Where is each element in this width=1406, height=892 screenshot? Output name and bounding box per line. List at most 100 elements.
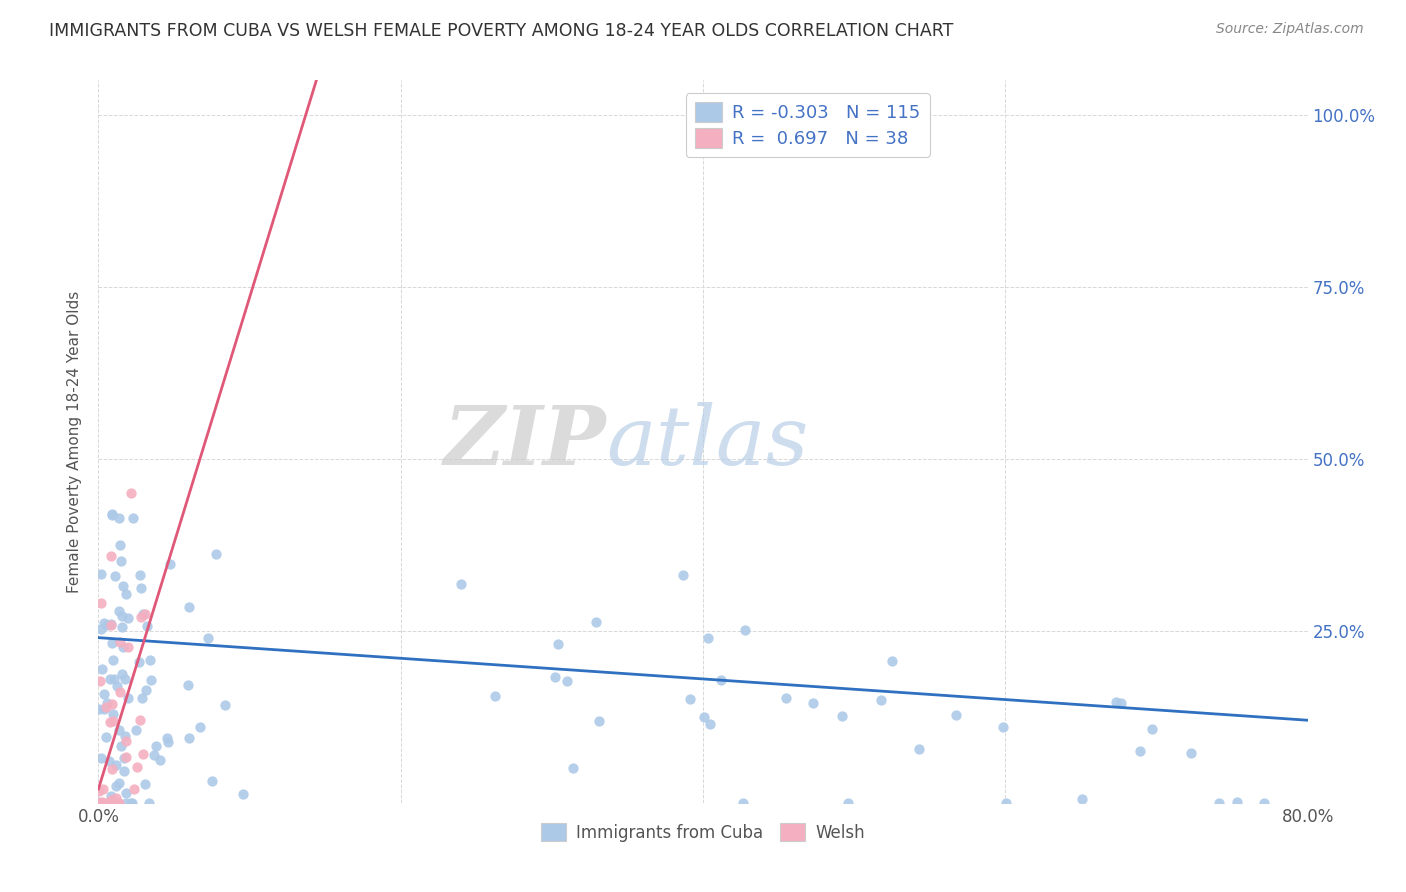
Point [831,709,853,723]
Point [111,608,134,623]
Point [129,713,152,727]
Point [837,796,859,810]
Point [112,764,135,778]
Point [90,566,112,581]
Point [100,617,122,632]
Point [100,789,122,803]
Text: IMMIGRANTS FROM CUBA VS WELSH FEMALE POVERTY AMONG 18-24 YEAR OLDS CORRELATION C: IMMIGRANTS FROM CUBA VS WELSH FEMALE POV… [49,22,953,40]
Point [232,787,254,801]
Point [121,796,143,810]
Point [679,692,702,706]
Point [699,717,721,731]
Point [104,568,127,582]
Point [98,673,121,687]
Point [544,670,567,684]
Point [87,784,110,798]
Point [101,714,124,728]
Text: ZIP: ZIP [444,401,606,482]
Point [114,729,136,743]
Point [115,750,138,764]
Point [1109,697,1132,711]
Point [135,682,157,697]
Point [132,607,155,621]
Point [1140,722,1163,736]
Point [117,690,139,705]
Point [692,709,714,723]
Point [107,604,129,618]
Point [111,579,134,593]
Point [104,796,127,810]
Point [110,538,132,552]
Legend: Immigrants from Cuba, Welsh: Immigrants from Cuba, Welsh [534,817,872,848]
Point [733,796,755,810]
Point [90,596,112,610]
Point [138,796,160,810]
Point [101,507,124,521]
Point [105,679,128,693]
Point [105,791,128,805]
Point [110,554,132,568]
Point [710,673,733,687]
Point [177,677,200,691]
Point [89,702,111,716]
Point [1180,746,1202,760]
Point [100,796,122,810]
Point [177,731,200,745]
Point [696,632,718,646]
Point [562,761,585,775]
Point [117,611,139,625]
Point [100,762,122,776]
Point [117,640,139,654]
Point [129,567,152,582]
Point [90,796,112,810]
Point [1129,744,1152,758]
Point [870,693,893,707]
Point [104,779,127,793]
Point [101,697,124,711]
Point [555,673,578,688]
Point [108,723,131,738]
Point [107,796,129,810]
Point [94,796,117,810]
Point [101,508,124,523]
Point [120,486,142,500]
Point [100,549,122,563]
Point [124,782,146,797]
Point [201,774,224,789]
Point [122,511,145,525]
Point [91,796,114,810]
Point [149,753,172,767]
Point [132,747,155,762]
Point [89,796,111,810]
Point [115,786,138,800]
Y-axis label: Female Poverty Among 18-24 Year Olds: Female Poverty Among 18-24 Year Olds [67,291,83,592]
Point [103,673,125,687]
Point [880,654,903,668]
Point [100,796,122,810]
Point [98,715,121,730]
Point [87,795,110,809]
Point [108,776,131,790]
Point [115,796,138,810]
Point [547,637,569,651]
Point [104,796,127,810]
Point [89,796,111,810]
Point [114,673,136,687]
Point [97,796,120,810]
Point [91,781,114,796]
Point [945,708,967,723]
Point [110,739,132,753]
Point [450,577,472,591]
Point [1070,792,1092,806]
Point [994,796,1017,810]
Point [1226,795,1249,809]
Point [131,582,153,596]
Point [112,751,135,765]
Point [134,777,156,791]
Point [111,640,134,655]
Point [159,557,181,571]
Point [991,720,1014,734]
Point [93,687,115,701]
Point [90,751,112,765]
Point [125,723,148,737]
